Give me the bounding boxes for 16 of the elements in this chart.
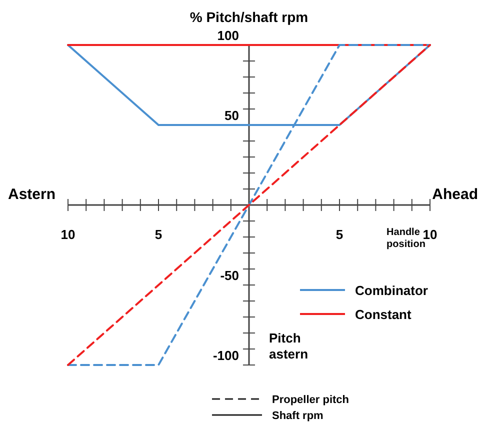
text: Ahead bbox=[432, 186, 478, 203]
y-tick-label: -50 bbox=[220, 268, 239, 283]
x-tick-label: 5 bbox=[154, 227, 162, 242]
x-tick-label: 5 bbox=[336, 227, 344, 242]
y-tick-label: 50 bbox=[224, 108, 239, 123]
legend-label: Constant bbox=[355, 307, 412, 322]
text: Propeller pitch bbox=[272, 394, 350, 406]
y-axis-title: % Pitch/shaft rpm bbox=[190, 9, 308, 25]
legend-label: Combinator bbox=[355, 283, 428, 298]
y-tick-label: 100 bbox=[217, 28, 239, 43]
y-tick-label: -100 bbox=[212, 348, 239, 363]
text: Shaft rpm bbox=[272, 410, 324, 422]
annotation: Pitch astern bbox=[269, 330, 308, 362]
text: Astern bbox=[8, 186, 56, 203]
x-tick-label: 10 bbox=[60, 227, 76, 242]
x-tick-label: 10 bbox=[422, 227, 438, 242]
